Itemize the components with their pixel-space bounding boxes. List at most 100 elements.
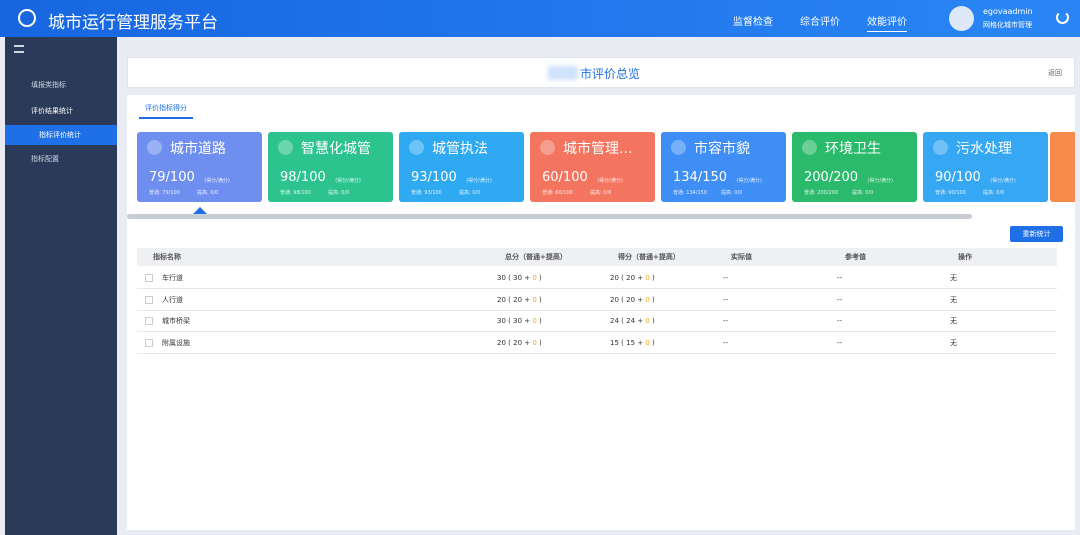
- table-header: [137, 248, 1057, 266]
- paren: ): [649, 317, 655, 325]
- normal: 20: [513, 338, 523, 347]
- app-title: 城市运行管理服务平台: [48, 13, 218, 33]
- scrollbar[interactable]: [127, 214, 972, 219]
- cell-reference: --: [837, 274, 843, 282]
- card-normal: 普通: 90/100: [935, 190, 966, 196]
- nav-item[interactable]: 综合评价: [800, 17, 840, 28]
- cell-name: 城市桥梁: [162, 317, 190, 325]
- raise: 0: [645, 295, 650, 304]
- expand-icon[interactable]: [145, 295, 153, 304]
- paren: (: [505, 295, 514, 304]
- cell-name: 车行道: [162, 274, 183, 282]
- card-unit: (得分/满分): [990, 178, 1016, 184]
- avatar[interactable]: [949, 6, 974, 31]
- expand-icon[interactable]: [145, 274, 153, 282]
- plus: +: [635, 295, 646, 304]
- card-unit: (得分/满分): [736, 178, 762, 184]
- sum: 30: [497, 274, 506, 282]
- page-title: 市评价总览: [580, 67, 641, 81]
- cell-total: 20 ( 20 + 0 ): [497, 290, 542, 311]
- score-card[interactable]: 市容市貌 134/150 (得分/满分) 普通: 134/150 提高: 0/0: [661, 132, 786, 202]
- paren: (: [505, 338, 514, 347]
- paren: ): [649, 338, 655, 347]
- table-row: 城市桥梁 30 ( 30 + 0 ) 24 ( 24 + 0 ) -- -- 无: [137, 311, 1057, 332]
- cell-actual: --: [723, 274, 729, 282]
- card-score: 79/100: [149, 170, 195, 185]
- normal: 30: [513, 274, 523, 282]
- card-score: 200/200: [804, 170, 859, 185]
- card-partial: [1050, 132, 1075, 202]
- cell-total: 20 ( 20 + 0 ): [497, 333, 542, 354]
- cell-name: 人行道: [162, 295, 183, 304]
- cell-score: 20 ( 20 + 0 ): [610, 268, 655, 289]
- header: 城市运行管理服务平台 监督检查 综合评价 效能评价 egovaadmin 网格化…: [0, 0, 1080, 37]
- score-card[interactable]: 城管执法 93/100 (得分/满分) 普通: 93/100 提高: 0/0: [399, 132, 524, 202]
- menu-item-active[interactable]: 指标评价统计: [5, 125, 117, 145]
- column-header: 实际值: [731, 253, 752, 261]
- cell-op[interactable]: 无: [950, 295, 957, 304]
- card-score: 134/150: [673, 170, 728, 185]
- card-raise: 提高: 0/0: [459, 190, 481, 196]
- card-name: 智慧化城管: [301, 141, 371, 157]
- sum: 15: [610, 338, 619, 347]
- plus: +: [522, 295, 533, 304]
- card-unit: (得分/满分): [335, 178, 361, 184]
- card-raise: 提高: 0/0: [721, 190, 743, 196]
- cell-name: 附属设施: [162, 338, 190, 347]
- menu-item[interactable]: 填报类指标: [31, 81, 66, 89]
- tab[interactable]: 评价指标得分: [139, 103, 193, 119]
- card-name: 城市道路: [170, 141, 226, 157]
- score-card[interactable]: 智慧化城管 98/100 (得分/满分) 普通: 98/100 提高: 0/0: [268, 132, 393, 202]
- card-unit: (得分/满分): [466, 178, 492, 184]
- nav-item[interactable]: 监督检查: [733, 17, 773, 28]
- plus: +: [522, 338, 533, 347]
- card-raise: 提高: 0/0: [852, 190, 874, 196]
- score-card[interactable]: 城市管理... 60/100 (得分/满分) 普通: 60/100 提高: 0/0: [530, 132, 655, 202]
- card-icon: [802, 140, 817, 155]
- card-name: 市容市貌: [694, 141, 750, 157]
- card-score: 98/100: [280, 170, 326, 185]
- sum: 24: [610, 317, 619, 325]
- card-unit: (得分/满分): [867, 178, 893, 184]
- paren: ): [536, 317, 542, 325]
- sidebar: 填报类指标 评价结果统计 指标评价统计 指标配置: [5, 37, 117, 535]
- back-button[interactable]: 返回: [1048, 69, 1062, 77]
- card-name: 环境卫生: [825, 141, 881, 157]
- column-header: 操作: [958, 253, 972, 261]
- normal: 24: [626, 317, 636, 325]
- sum: 20: [497, 295, 506, 304]
- score-card[interactable]: 污水处理 90/100 (得分/满分) 普通: 90/100 提高: 0/0: [923, 132, 1048, 202]
- card-normal: 普通: 79/100: [149, 190, 180, 196]
- recalc-button[interactable]: 重新统计: [1010, 226, 1063, 242]
- cell-op[interactable]: 无: [950, 317, 957, 325]
- cell-op[interactable]: 无: [950, 274, 957, 282]
- menu-item[interactable]: 评价结果统计: [31, 107, 73, 115]
- score-card[interactable]: 城市道路 79/100 (得分/满分) 普通: 79/100 提高: 0/0: [137, 132, 262, 202]
- card-raise: 提高: 0/0: [983, 190, 1005, 196]
- expand-icon[interactable]: [145, 338, 153, 347]
- nav-item-active[interactable]: 效能评价: [867, 13, 907, 32]
- card-icon: [278, 140, 293, 155]
- paren: ): [536, 295, 542, 304]
- logout[interactable]: [1056, 11, 1069, 24]
- expand-icon[interactable]: [145, 317, 153, 325]
- cell-op[interactable]: 无: [950, 338, 957, 347]
- sum: 20: [497, 338, 506, 347]
- cell-score: 24 ( 24 + 0 ): [610, 311, 655, 332]
- score-card[interactable]: 环境卫生 200/200 (得分/满分) 普通: 200/200 提高: 0/0: [792, 132, 917, 202]
- raise: 0: [645, 274, 650, 282]
- paren: (: [618, 338, 627, 347]
- cell-actual: --: [723, 295, 729, 304]
- paren: (: [618, 317, 627, 325]
- table-row: 车行道 30 ( 30 + 0 ) 20 ( 20 + 0 ) -- -- 无: [137, 268, 1057, 289]
- column-header: 总分（普通+提高）: [505, 253, 567, 261]
- paren: (: [505, 274, 514, 282]
- cell-reference: --: [837, 295, 843, 304]
- card-unit: (得分/满分): [597, 178, 623, 184]
- raise: 0: [532, 317, 537, 325]
- card-normal: 普通: 60/100: [542, 190, 573, 196]
- card-raise: 提高: 0/0: [328, 190, 350, 196]
- sum: 30: [497, 317, 506, 325]
- menu-toggle[interactable]: [14, 45, 24, 53]
- menu-item[interactable]: 指标配置: [31, 155, 59, 163]
